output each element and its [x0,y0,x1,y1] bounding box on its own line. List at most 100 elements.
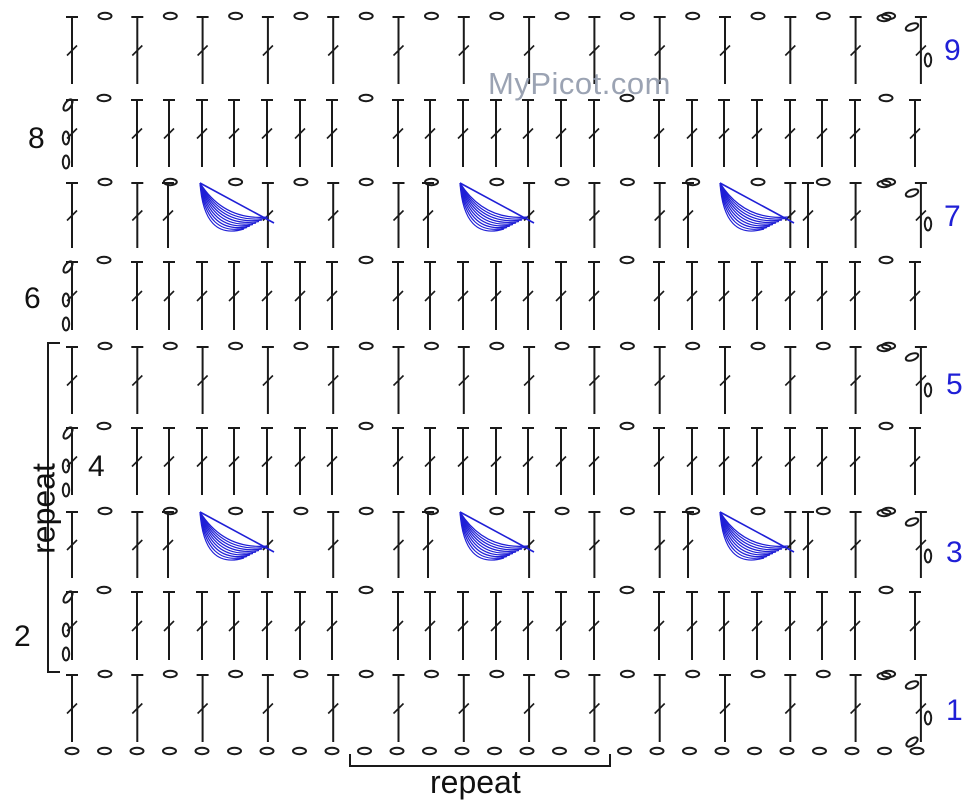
double-crochet-stitch [196,591,208,660]
chain-stitch [324,746,340,756]
double-crochet-stitch [682,511,694,578]
double-crochet-stitch [555,427,567,495]
double-crochet-stitch [522,99,534,167]
double-crochet-stitch [784,261,796,330]
chain-stitch [358,669,374,679]
chain-stitch [293,669,309,679]
chain-stitch [358,93,374,103]
chain-stitch [552,746,567,756]
chain-stitch [162,341,178,351]
chain-stitch [487,746,502,756]
chain-stitch [750,669,766,679]
row-number-9: 9 [944,34,961,67]
double-crochet-stitch [422,511,434,578]
chain-stitch [228,341,244,351]
chain-stitch [876,343,892,353]
double-crochet-stitch [228,427,240,495]
chain-stitch [228,11,244,21]
double-crochet-stitch [261,182,274,248]
chain-stitch [619,585,635,595]
double-crochet-stitch [294,427,306,495]
double-crochet-stitch [718,261,730,330]
chain-stitch [815,341,831,351]
chain-stitch [878,255,894,265]
shell-fan-stitch [459,182,535,232]
double-crochet-stitch [490,261,502,330]
chain-stitch [878,421,894,431]
chain-stitch [97,341,113,351]
double-crochet-stitch [294,261,306,330]
double-crochet-stitch [131,427,143,495]
double-crochet-stitch [816,261,828,330]
chain-stitch [358,11,374,21]
chain-stitch [293,341,309,351]
chain-stitch [619,669,635,679]
double-crochet-stitch [849,511,862,578]
double-crochet-stitch [523,346,536,414]
chain-stitch [96,421,112,431]
double-crochet-stitch [392,591,404,660]
chain-stitch [293,177,309,187]
chain-stitch [649,746,665,756]
double-crochet-stitch [849,99,861,167]
chain-stitch [61,646,71,662]
chain-stitch [489,506,505,516]
chain-stitch [750,177,766,187]
chain-stitch [424,669,439,679]
chain-stitch [96,93,112,103]
double-crochet-stitch [392,182,405,248]
double-crochet-stitch [653,99,665,167]
double-crochet-stitch [66,346,78,414]
double-crochet-stitch [196,346,209,414]
double-crochet-stitch [522,261,534,330]
double-crochet-stitch [392,346,405,414]
chain-stitch [489,177,505,187]
double-crochet-stitch [751,261,763,330]
chain-stitch [844,746,860,756]
chain-stitch [876,508,892,518]
chain-stitch [815,669,831,679]
double-crochet-stitch [131,99,143,167]
double-crochet-stitch [588,16,601,84]
double-crochet-stitch [718,427,730,495]
double-crochet-stitch [653,427,665,495]
chain-stitch [619,177,635,187]
double-crochet-stitch [909,99,921,167]
double-crochet-stitch [718,99,730,167]
double-crochet-stitch [588,511,601,578]
chain-stitch [162,669,178,679]
double-crochet-stitch [261,16,274,84]
shell-fan-stitch [719,182,795,232]
repeat-label-horizontal: repeat [430,764,521,800]
double-crochet-stitch [718,591,730,660]
double-crochet-stitch [555,261,567,330]
double-crochet-stitch [392,674,405,742]
double-crochet-stitch [588,591,600,660]
chain-stitch [97,11,113,21]
chain-stitch [389,746,405,756]
double-crochet-stitch [326,261,338,330]
double-crochet-stitch [784,99,796,167]
double-crochet-stitch [424,591,436,660]
chain-stitch [554,177,570,187]
chain-stitch [779,746,795,756]
double-crochet-stitch [653,346,666,414]
double-crochet-stitch [802,182,814,248]
chain-stitch [61,316,71,332]
double-crochet-stitch [66,674,78,742]
chain-stitch [62,98,74,112]
double-crochet-stitch [555,591,567,660]
double-crochet-stitch [457,427,469,495]
chain-stitch [228,669,244,679]
chain-stitch [750,506,766,516]
double-crochet-stitch [784,346,797,414]
double-crochet-stitch [327,346,340,414]
chain-stitch [876,671,892,681]
chain-stitch [519,746,535,756]
double-crochet-stitch [424,427,436,495]
row-number-2: 2 [14,620,31,653]
double-crochet-stitch [294,591,306,660]
double-crochet-stitch [326,99,338,167]
double-crochet-stitch [909,261,921,330]
chain-stitch [584,746,600,756]
